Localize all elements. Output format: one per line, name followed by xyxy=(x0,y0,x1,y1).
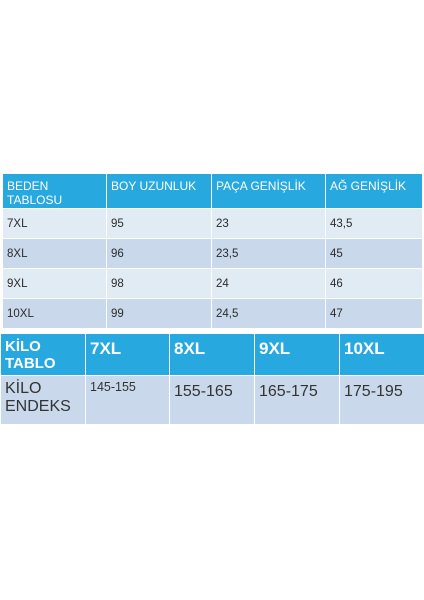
weight-range-cell: 175-195 xyxy=(339,375,424,425)
crotch-width-cell: 45 xyxy=(325,238,423,269)
length-cell: 95 xyxy=(106,208,212,239)
header-size-8xl: 8XL xyxy=(169,333,255,376)
size-cell: 9XL xyxy=(2,268,107,299)
header-size-10xl: 10XL xyxy=(339,333,424,376)
weight-chart-header-row: KİLO TABLO 7XL 8XL 9XL 10XL xyxy=(0,333,424,376)
leg-width-cell: 23,5 xyxy=(211,238,326,269)
table-row: 8XL 96 23,5 45 xyxy=(2,238,423,269)
weight-range-cell: 165-175 xyxy=(254,375,340,425)
table-row: KİLO ENDEKS 145-155 155-165 165-175 175-… xyxy=(0,375,424,425)
weight-range-cell: 155-165 xyxy=(169,375,255,425)
leg-width-cell: 24 xyxy=(211,268,326,299)
crotch-width-cell: 47 xyxy=(325,298,423,329)
weight-range-cell: 145-155 xyxy=(85,375,170,425)
table-row: 10XL 99 24,5 47 xyxy=(2,298,423,329)
length-cell: 99 xyxy=(106,298,212,329)
leg-width-cell: 23 xyxy=(211,208,326,239)
header-beden-tablosu: BEDEN TABLOSU xyxy=(2,173,107,209)
header-kilo-tablo: KİLO TABLO xyxy=(0,333,86,376)
size-chart-header-row: BEDEN TABLOSU BOY UZUNLUK PAÇA GENİŞLİK … xyxy=(2,173,423,209)
length-cell: 96 xyxy=(106,238,212,269)
header-boy-uzunluk: BOY UZUNLUK xyxy=(106,173,212,209)
header-paca-genislik: PAÇA GENİŞLİK xyxy=(211,173,326,209)
header-size-9xl: 9XL xyxy=(254,333,340,376)
size-cell: 7XL xyxy=(2,208,107,239)
table-row: 7XL 95 23 43,5 xyxy=(2,208,423,239)
size-chart-table: BEDEN TABLOSU BOY UZUNLUK PAÇA GENİŞLİK … xyxy=(2,173,423,329)
weight-chart-table: KİLO TABLO 7XL 8XL 9XL 10XL KİLO ENDEKS … xyxy=(0,333,424,425)
crotch-width-cell: 43,5 xyxy=(325,208,423,239)
leg-width-cell: 24,5 xyxy=(211,298,326,329)
length-cell: 98 xyxy=(106,268,212,299)
size-cell: 8XL xyxy=(2,238,107,269)
header-ag-genislik: AĞ GENİŞLİK xyxy=(325,173,423,209)
crotch-width-cell: 46 xyxy=(325,268,423,299)
row-label-kilo-endeks: KİLO ENDEKS xyxy=(0,375,86,425)
table-row: 9XL 98 24 46 xyxy=(2,268,423,299)
header-size-7xl: 7XL xyxy=(85,333,170,376)
size-cell: 10XL xyxy=(2,298,107,329)
